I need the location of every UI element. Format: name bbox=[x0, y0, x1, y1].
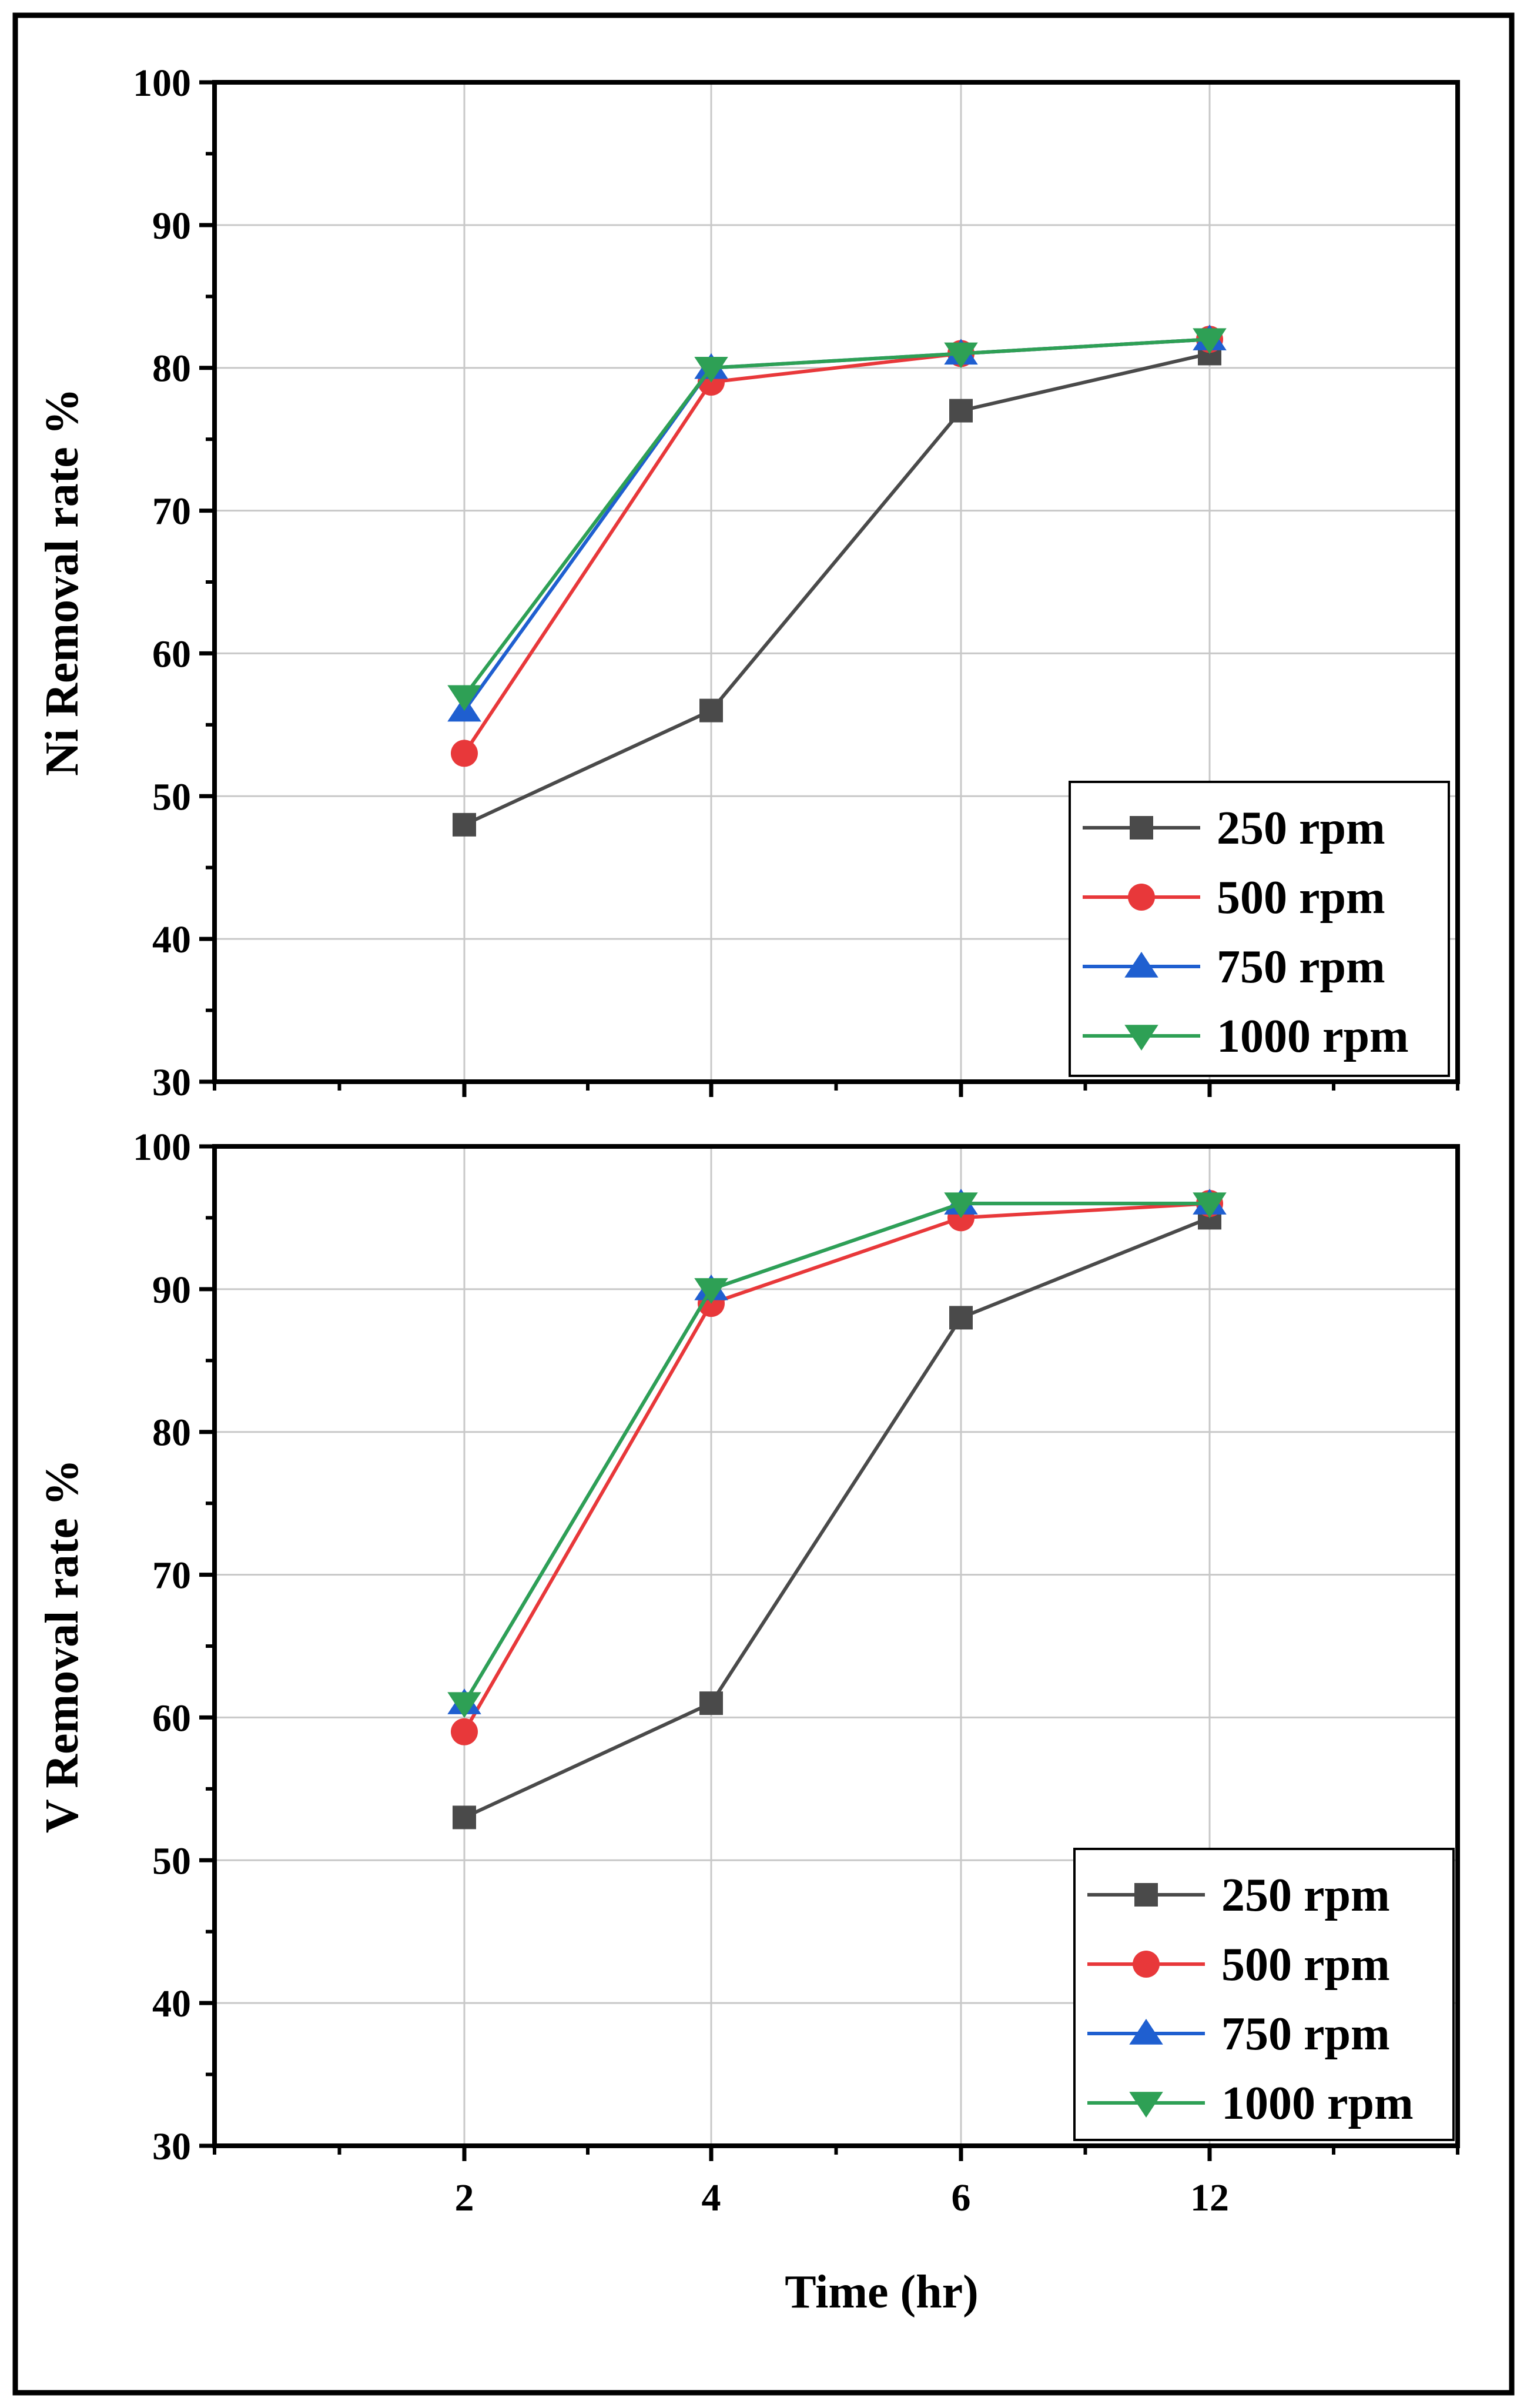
legend-label: 750 rpm bbox=[1217, 941, 1385, 993]
legend-entry-1000-rpm: 1000 rpm bbox=[1083, 1011, 1409, 1062]
series-line bbox=[463, 1202, 1210, 1733]
y-tick-label-60: 60 bbox=[152, 633, 191, 675]
y-tick-label-100: 100 bbox=[133, 62, 191, 105]
y-tick-label-80: 80 bbox=[152, 1412, 191, 1454]
data-point-6 bbox=[949, 1306, 973, 1330]
legend-label: 750 rpm bbox=[1221, 2008, 1390, 2060]
x-tick-label-4: 4 bbox=[702, 2176, 721, 2219]
legend-marker bbox=[1133, 1951, 1160, 1978]
data-point-12 bbox=[1193, 328, 1227, 354]
legend-entry-750-rpm: 750 rpm bbox=[1087, 2008, 1390, 2060]
figure-border bbox=[12, 12, 1515, 2396]
y-tick-label-50: 50 bbox=[152, 1840, 191, 1882]
series-250-rpm bbox=[453, 342, 1221, 837]
legend-label: 1000 rpm bbox=[1217, 1011, 1409, 1062]
legend-entry-250-rpm: 250 rpm bbox=[1083, 802, 1385, 854]
y-tick-label-70: 70 bbox=[152, 1554, 191, 1597]
y-tick-label-100: 100 bbox=[133, 1126, 191, 1169]
data-point-2 bbox=[447, 685, 481, 711]
x-tick-label-6: 6 bbox=[952, 2176, 971, 2219]
v-removal-chart: 30 40 50 60 70 80 90 100 2 4 6 12 V Removal rate % 25… bbox=[36, 1126, 1460, 2219]
legend-label: 250 rpm bbox=[1217, 802, 1385, 854]
y-tick-label-40: 40 bbox=[152, 1982, 191, 2025]
y-tick-label-30: 30 bbox=[152, 1061, 191, 1104]
legend: 250 rpm 500 rpm 750 rpm 1000 rpm bbox=[1069, 781, 1450, 1077]
y-axis-title: V Removal rate % bbox=[36, 1459, 88, 1833]
ni-removal-chart: 30 40 50 60 70 80 90 100 Ni Removal rate % 250 rp… bbox=[36, 62, 1460, 1104]
y-tick-label-50: 50 bbox=[152, 775, 191, 818]
y-tick-label-70: 70 bbox=[152, 490, 191, 533]
series-line bbox=[463, 1216, 1211, 1820]
legend-marker bbox=[1124, 1025, 1158, 1051]
data-point-4 bbox=[694, 356, 728, 383]
series-1000-rpm bbox=[447, 328, 1227, 711]
legend: 250 rpm 500 rpm 750 rpm 1000 rpm bbox=[1073, 1848, 1455, 2141]
legend-label: 250 rpm bbox=[1221, 1869, 1390, 1921]
data-point-2 bbox=[451, 740, 478, 767]
legend-marker bbox=[1124, 952, 1158, 978]
x-axis-title: Time (hr) bbox=[785, 2266, 979, 2318]
y-tick-label-90: 90 bbox=[152, 205, 191, 248]
legend-marker bbox=[1129, 2019, 1163, 2045]
y-axis-title: Ni Removal rate % bbox=[36, 388, 88, 776]
x-tick-label-2: 2 bbox=[455, 2176, 474, 2219]
data-point-4 bbox=[694, 1278, 728, 1304]
y-tick-label-60: 60 bbox=[152, 1697, 191, 1740]
legend-marker bbox=[1130, 816, 1153, 840]
data-point-2 bbox=[453, 812, 476, 837]
data-point-6 bbox=[944, 1192, 978, 1219]
series-line bbox=[463, 352, 1210, 827]
legend-label: 1000 rpm bbox=[1221, 2078, 1414, 2129]
data-point-2 bbox=[447, 1692, 481, 1718]
legend-entry-1000-rpm: 1000 rpm bbox=[1087, 2078, 1414, 2129]
data-point-12 bbox=[1193, 1192, 1227, 1219]
y-tick-label-90: 90 bbox=[152, 1269, 191, 1312]
legend-marker bbox=[1128, 884, 1155, 911]
series-1000-rpm bbox=[447, 1192, 1227, 1718]
series-line bbox=[463, 337, 1210, 698]
data-point-2 bbox=[453, 1805, 476, 1830]
legend-marker bbox=[1134, 1883, 1158, 1907]
y-tick-label-80: 80 bbox=[152, 347, 191, 390]
data-point-4 bbox=[699, 1691, 723, 1715]
data-point-4 bbox=[699, 698, 723, 723]
y-tick-label-30: 30 bbox=[152, 2125, 191, 2168]
data-point-6 bbox=[949, 399, 973, 423]
legend-entry-250-rpm: 250 rpm bbox=[1087, 1869, 1390, 1921]
legend-entry-500-rpm: 500 rpm bbox=[1083, 872, 1385, 924]
legend-label: 500 rpm bbox=[1221, 1939, 1390, 1991]
series-line bbox=[463, 1202, 1210, 1704]
data-point-6 bbox=[944, 342, 978, 369]
x-tick-label-12: 12 bbox=[1190, 2176, 1229, 2219]
data-point-2 bbox=[451, 1718, 478, 1745]
legend-label: 500 rpm bbox=[1217, 872, 1385, 924]
legend-marker bbox=[1129, 2092, 1163, 2118]
y-tick-label-40: 40 bbox=[152, 918, 191, 961]
legend-entry-500-rpm: 500 rpm bbox=[1087, 1939, 1390, 1991]
legend-entry-750-rpm: 750 rpm bbox=[1083, 941, 1385, 993]
